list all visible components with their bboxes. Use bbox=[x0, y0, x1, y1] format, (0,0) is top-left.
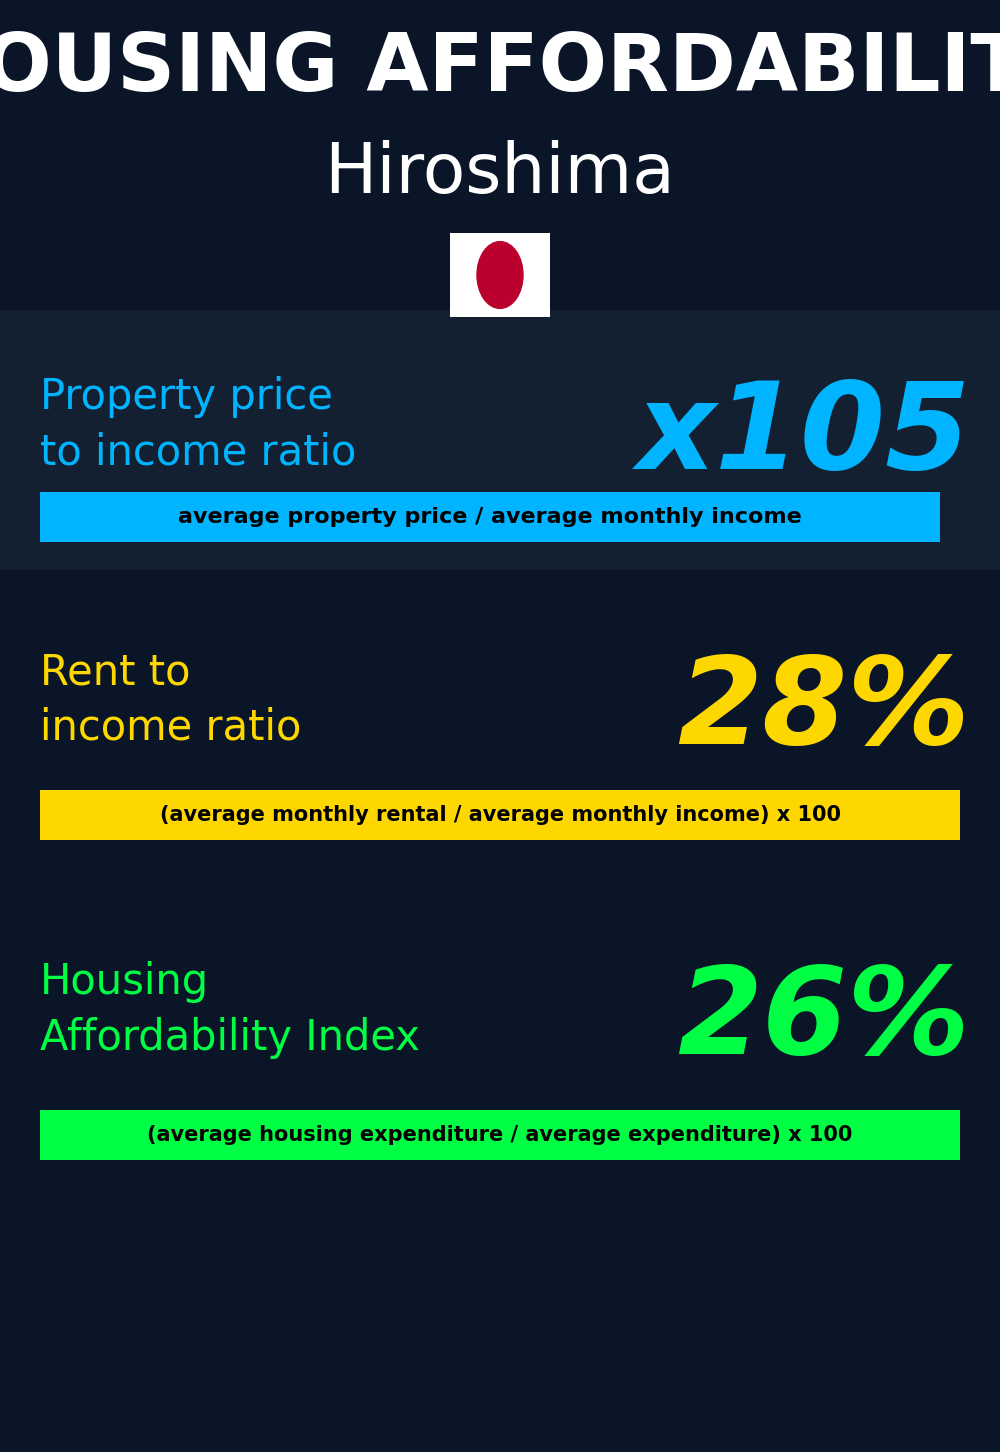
Text: x105: x105 bbox=[636, 376, 970, 494]
Text: 28%: 28% bbox=[677, 652, 970, 768]
Text: HOUSING AFFORDABILITY: HOUSING AFFORDABILITY bbox=[0, 30, 1000, 107]
Circle shape bbox=[477, 241, 523, 308]
FancyBboxPatch shape bbox=[0, 309, 1000, 571]
Text: Hiroshima: Hiroshima bbox=[325, 139, 675, 208]
Text: 26%: 26% bbox=[677, 961, 970, 1079]
FancyBboxPatch shape bbox=[450, 232, 550, 317]
FancyBboxPatch shape bbox=[40, 790, 960, 841]
FancyBboxPatch shape bbox=[40, 1109, 960, 1160]
Text: average property price / average monthly income: average property price / average monthly… bbox=[178, 507, 802, 527]
Text: Housing
Affordability Index: Housing Affordability Index bbox=[40, 961, 420, 1059]
Text: Property price
to income ratio: Property price to income ratio bbox=[40, 376, 356, 473]
Text: (average monthly rental / average monthly income) x 100: (average monthly rental / average monthl… bbox=[160, 804, 840, 825]
Text: Rent to
income ratio: Rent to income ratio bbox=[40, 652, 301, 749]
FancyBboxPatch shape bbox=[40, 492, 940, 542]
Text: (average housing expenditure / average expenditure) x 100: (average housing expenditure / average e… bbox=[147, 1125, 853, 1146]
